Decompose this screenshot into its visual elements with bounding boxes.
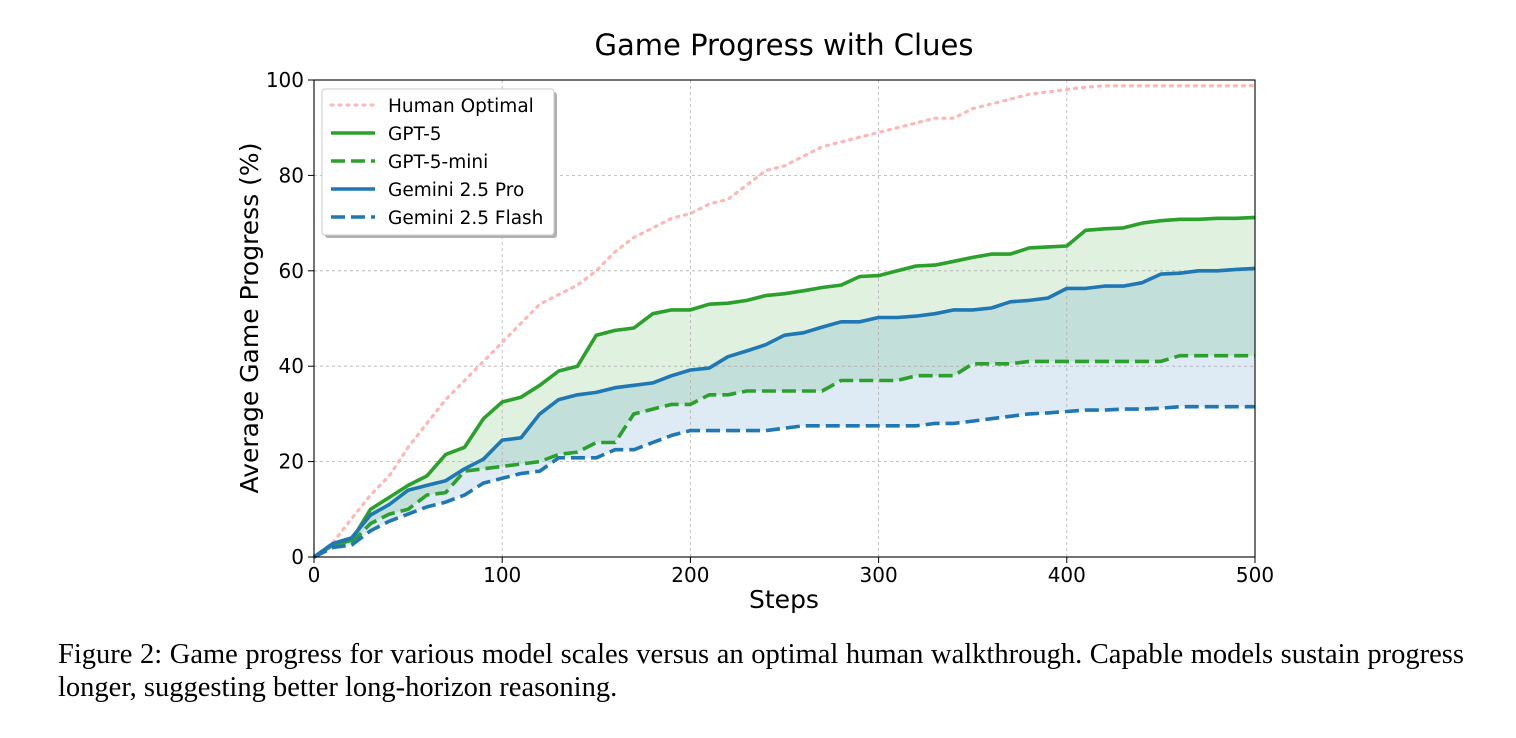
legend-label-gemini-2-5-flash: Gemini 2.5 Flash [388,208,543,229]
legend-items: Human Optimal GPT-5 GPT-5-mini Gemini 2.5 P… [329,96,543,229]
series-line-gpt-5-mini [313,353,1255,559]
legend-label-gpt-5: GPT-5 [388,124,442,145]
y-tick-label: 60 [279,259,304,283]
legend-box [321,88,555,236]
x-tick-label: 400 [1048,563,1086,587]
series-line-gemini-2-5-flash [313,404,1255,559]
series-line-human-optimal [312,84,1257,559]
x-tick-label: 100 [483,563,521,587]
chart-title: Game Progress with Clues [595,28,974,62]
y-tick-label: 40 [279,354,304,378]
series-lines [312,84,1257,559]
x-axis-label: Steps [749,585,819,614]
x-tick-label: 200 [671,563,709,587]
y-tick-label: 80 [279,163,304,187]
plot-frame [313,79,1256,558]
y-tick-label: 100 [266,68,304,92]
y-tick-label: 0 [291,545,304,569]
series-line-gemini-2-5-pro [312,266,1256,559]
x-tick-label: 500 [1236,563,1274,587]
x-tick-label: 300 [860,563,898,587]
legend: Human Optimal GPT-5 GPT-5-mini Gemini 2.5 P… [321,88,557,238]
figure-caption: Figure 2: Game progress for various mode… [58,639,1464,703]
legend-label-gemini-2-5-pro: Gemini 2.5 Pro [388,180,524,201]
series-line-gpt-5 [313,215,1256,559]
fill-areas [314,217,1255,557]
legend-label-gpt-5-mini: GPT-5-mini [388,152,488,173]
legend-label-human-optimal: Human Optimal [388,96,534,117]
fill-gemini-2-5-pro-to-gemini-2-5-flash [314,268,1255,557]
y-axis-label: Average Game Progress (%) [235,143,264,494]
y-tick-label: 20 [279,450,304,474]
axis-ticks: 0 100 200 300 400 500 0 20 40 60 80 100 [266,68,1274,587]
x-tick-label: 0 [308,563,321,587]
